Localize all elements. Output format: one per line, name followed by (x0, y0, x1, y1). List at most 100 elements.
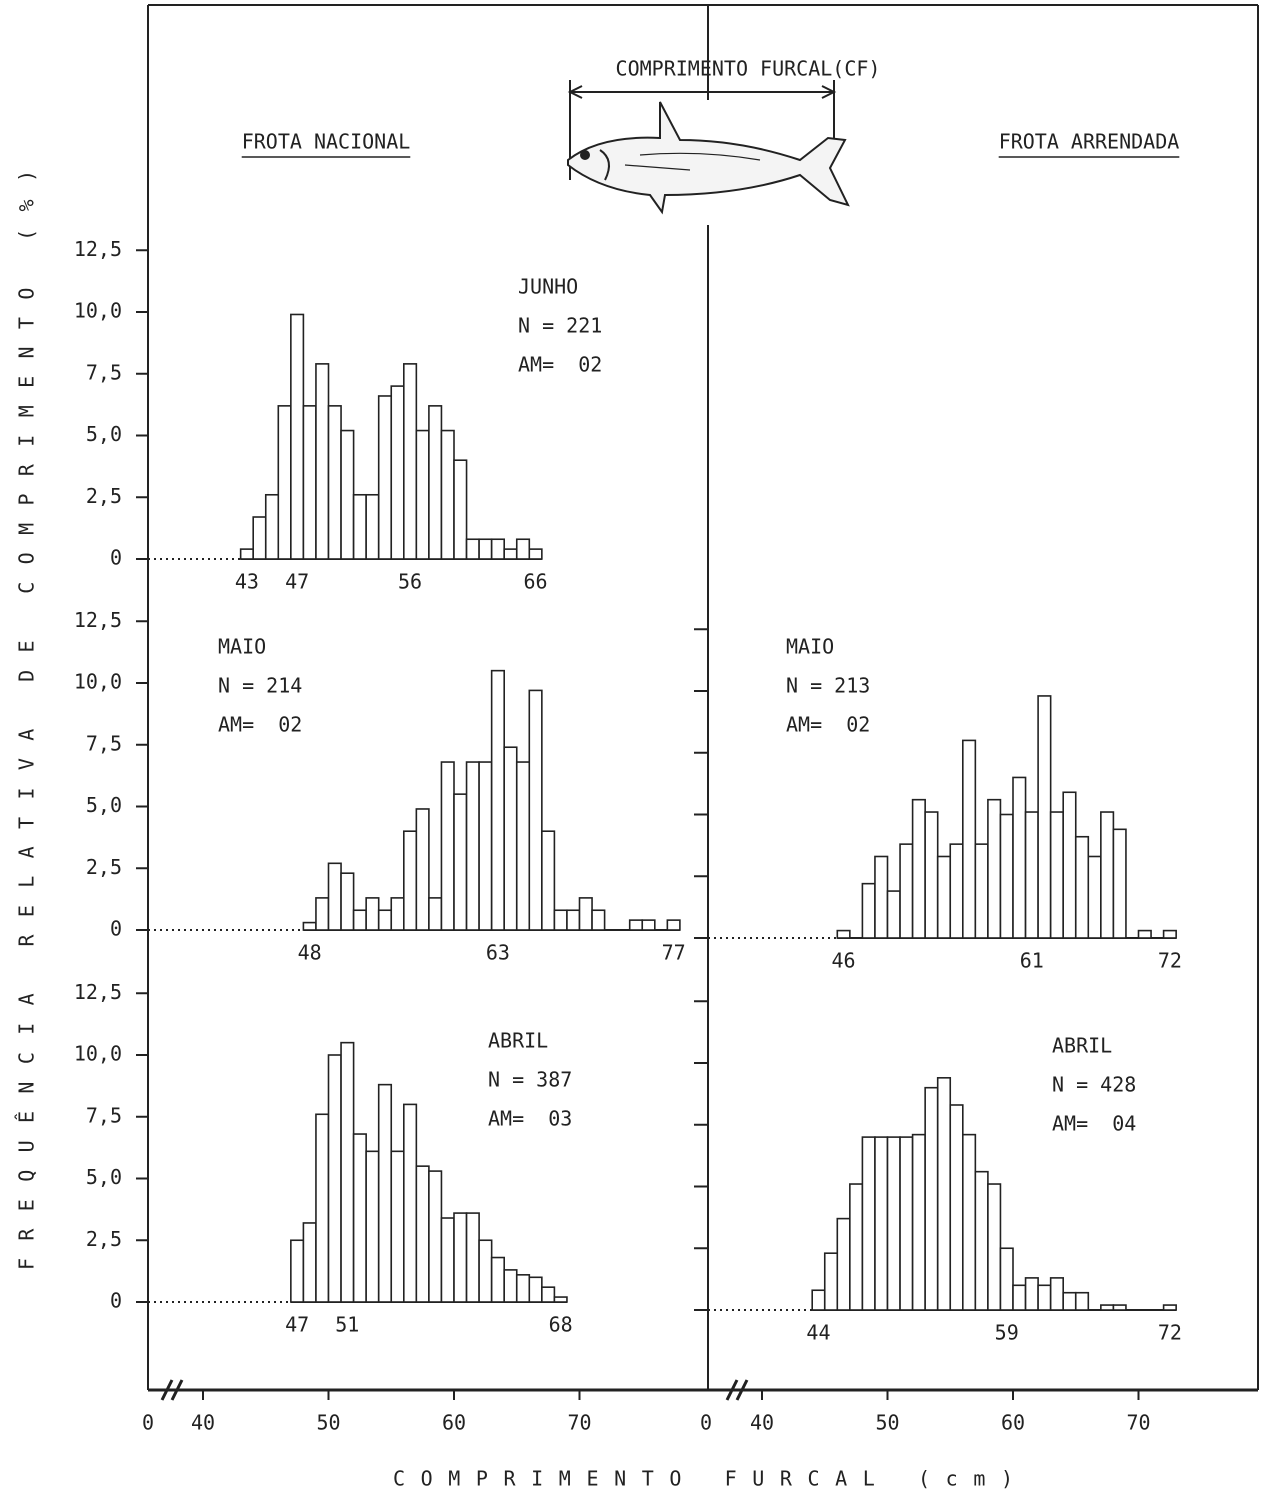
bar (352, 1133, 367, 1303)
bar (541, 1286, 556, 1303)
panel-annotation: ABRIL (1052, 1034, 1112, 1058)
bar (999, 813, 1014, 939)
bar (987, 1183, 1002, 1311)
x-tick-label: 60 (442, 1411, 466, 1435)
bar (936, 855, 952, 939)
bar (528, 1276, 543, 1303)
bar (924, 1086, 939, 1311)
x-tick-label: 60 (1001, 1411, 1025, 1435)
y-tick-label: 12,5 (74, 608, 122, 632)
bar (302, 405, 317, 560)
bar (1112, 828, 1127, 939)
bar (578, 897, 593, 931)
axis-break (725, 1379, 749, 1401)
panel-annotation: N = 213 (786, 674, 870, 698)
panel-annotation: N = 221 (518, 314, 602, 338)
bin-label: 48 (298, 941, 322, 965)
bar (628, 919, 644, 931)
bar (886, 890, 901, 939)
axis-break (160, 1379, 184, 1401)
bar (1024, 1277, 1039, 1311)
bar (1162, 929, 1177, 939)
bar (666, 919, 681, 931)
bar (823, 1252, 839, 1311)
bar (1100, 1304, 1115, 1311)
bar (327, 405, 342, 560)
bar (811, 1289, 826, 1311)
bar (503, 1269, 518, 1303)
fish-label: COMPRIMENTO FURCAL(CF) (616, 57, 881, 81)
bar (1074, 835, 1090, 939)
bar (252, 516, 267, 560)
bar (1062, 1291, 1077, 1311)
bar (1037, 695, 1052, 939)
bar (390, 385, 405, 560)
panel-annotation: JUNHO (518, 275, 578, 299)
x-origin-label: 0 (700, 1411, 712, 1435)
fleet-title: FROTA NACIONAL (242, 130, 411, 154)
bin-label: 47 (285, 570, 309, 594)
bar (264, 493, 280, 560)
panel-annotation: MAIO (218, 635, 266, 659)
panel-annotation: AM= 02 (218, 713, 302, 737)
bar (849, 1183, 864, 1311)
bar (302, 921, 317, 931)
bar (490, 1256, 505, 1303)
x-tick-label: 70 (567, 1411, 591, 1435)
bar (861, 1136, 876, 1311)
x-tick-label: 70 (1126, 1411, 1150, 1435)
bar (428, 405, 443, 560)
bar (515, 761, 531, 931)
bar (402, 363, 418, 560)
bar (415, 808, 430, 931)
y-tick-label: 0 (110, 1289, 122, 1313)
bar (453, 793, 468, 931)
y-tick-label: 7,5 (86, 731, 122, 755)
bar (327, 1054, 342, 1303)
bar (465, 538, 480, 560)
y-tick-label: 5,0 (86, 422, 122, 446)
bar (961, 1133, 977, 1311)
x-origin-label: 0 (142, 1411, 154, 1435)
bar (390, 1150, 405, 1303)
bar (327, 862, 342, 931)
bin-label: 77 (662, 941, 686, 965)
y-tick-label: 2,5 (86, 484, 122, 508)
y-tick-label: 2,5 (86, 855, 122, 879)
bar (1012, 1284, 1027, 1311)
bar (315, 897, 330, 931)
bar (1087, 855, 1102, 939)
bar (1100, 811, 1115, 939)
bar (528, 689, 543, 931)
panel-annotation: AM= 02 (518, 353, 602, 377)
x-axis-label: COMPRIMENTO FURCAL (cm) (393, 1467, 1013, 1491)
bar (428, 1170, 443, 1303)
bar (415, 1165, 430, 1303)
bar (974, 1170, 989, 1311)
bin-label: 46 (832, 949, 856, 973)
bar (528, 548, 543, 560)
bar (566, 909, 581, 931)
bar (478, 538, 493, 560)
bar (390, 897, 405, 931)
bar (1049, 811, 1065, 939)
panel-annotation: AM= 03 (488, 1107, 572, 1131)
bar (340, 429, 355, 560)
panel-annotation: AM= 04 (1052, 1112, 1136, 1136)
bar (453, 1212, 468, 1303)
bin-label: 61 (1020, 949, 1044, 973)
bar (949, 1104, 964, 1311)
bar (541, 830, 556, 931)
bar (641, 919, 656, 931)
bin-label: 63 (486, 941, 510, 965)
y-tick-label: 12,5 (74, 980, 122, 1004)
bar (440, 761, 455, 931)
bin-label: 51 (335, 1313, 359, 1337)
bar (478, 1239, 493, 1303)
y-tick-label: 7,5 (86, 360, 122, 384)
bar (478, 761, 493, 931)
panel-annotation: N = 214 (218, 674, 302, 698)
bar (1024, 811, 1039, 939)
